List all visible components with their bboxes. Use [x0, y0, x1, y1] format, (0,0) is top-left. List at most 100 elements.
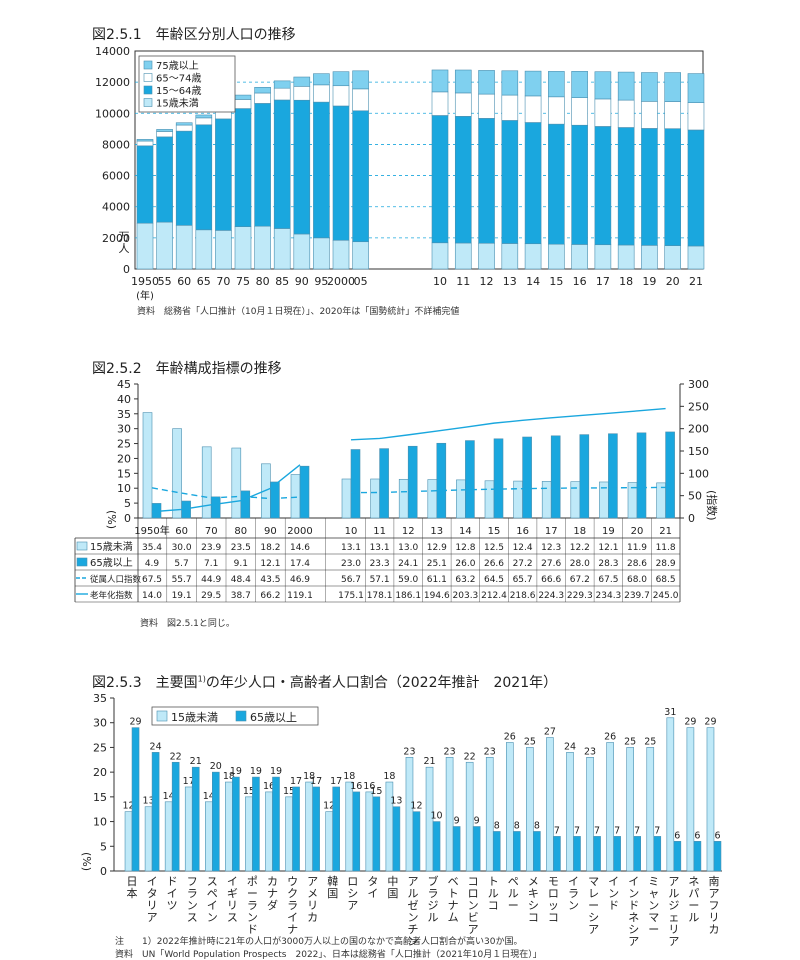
- c3-xtick-label-char: チ: [407, 923, 418, 936]
- c1-bar-3: [664, 72, 682, 102]
- c3-data-label: 13: [143, 796, 155, 807]
- c3-bar-1: [452, 826, 461, 872]
- c2-xtick-label: 90: [264, 526, 277, 537]
- c3-xtick-label-char: ナ: [287, 923, 298, 936]
- c3-xtick-label-char: ス: [227, 911, 238, 924]
- c3-xtick-label-char: シ: [347, 887, 358, 900]
- c3-xtick-label-char: イ: [628, 875, 639, 888]
- c3-xtick-label: ペルー: [508, 875, 519, 912]
- c3-data-label: 8: [494, 820, 500, 831]
- c3-bar-0: [445, 757, 454, 872]
- c1-bar-3: [195, 114, 213, 119]
- c3-data-label: 22: [170, 751, 182, 762]
- c2-ytick-right-label: 300: [688, 378, 709, 391]
- c2-bar-0: [172, 428, 182, 519]
- c3-xtick-label-char: リ: [668, 923, 679, 936]
- c3-legend-swatch: [156, 710, 168, 722]
- c3-xtick-label-char: イ: [367, 887, 378, 900]
- c3-bar-0: [646, 747, 655, 872]
- c2-xtick-label: 80: [234, 526, 247, 537]
- c3-xtick-label: トルコ: [488, 875, 499, 912]
- c3-bar-1: [713, 841, 722, 872]
- c3-bar-0: [325, 811, 334, 872]
- c3-bar-0: [526, 747, 534, 872]
- c3-xtick-label-char: ェ: [668, 911, 679, 924]
- c2-table-cell: 119.1: [287, 591, 313, 601]
- c3-xtick-label-char: ン: [648, 899, 659, 912]
- c3-xtick-label: ロシア: [347, 875, 358, 912]
- c2-table-cell: 239.7: [624, 591, 650, 601]
- c2-line-1: [350, 407, 666, 441]
- c2-table-cell: 28.6: [627, 559, 647, 569]
- c3-xtick-label-char: ペ: [207, 887, 218, 900]
- c3-xtick-label-char: イ: [287, 911, 298, 924]
- c2-table-rowname: 15歳未満: [90, 541, 133, 553]
- c2-xtick-label: 70: [205, 526, 218, 537]
- c1-ytick-label: 0: [123, 263, 130, 276]
- c3-data-label: 21: [190, 756, 202, 767]
- c2-table-rowname: 従属人口指数: [90, 574, 142, 585]
- c3-bar-0: [144, 806, 153, 872]
- c3-xtick-label-char: ー: [648, 923, 659, 936]
- c3-bar-1: [131, 727, 140, 872]
- c2-table-cell: 26.6: [484, 559, 504, 569]
- c3-xtick-label-char: ー: [508, 899, 519, 912]
- c3-bar-1: [332, 786, 341, 872]
- c3-xtick-label-char: ア: [628, 935, 639, 948]
- c2-table-cell: 57.1: [370, 575, 390, 585]
- c2-table-cell: 12.8: [455, 543, 475, 553]
- c3-bar-1: [292, 786, 300, 872]
- c3-xtick-label-char: ド: [608, 899, 619, 912]
- c2-table-cell: 55.7: [172, 575, 192, 585]
- c3-bar-1: [252, 776, 260, 872]
- c1-xtick-label: 19: [642, 275, 656, 288]
- c2-table-cell: 38.7: [231, 591, 251, 601]
- c2-ytick-left-label: 20: [117, 452, 131, 465]
- c3-data-label: 16: [350, 781, 362, 792]
- c2-ylabel-right: (指数): [705, 490, 719, 521]
- c3-ytick-label: 35: [93, 692, 107, 705]
- c3-bar-0: [606, 742, 614, 872]
- c2-ytick-right-label: 200: [688, 423, 709, 436]
- c1-xtick-label: 90: [295, 275, 309, 288]
- c3-bar-1: [212, 771, 220, 872]
- c3-bar-1: [372, 796, 381, 872]
- c3-xtick-label-char: ャ: [648, 887, 659, 900]
- c3-xtick-label-char: コ: [468, 875, 479, 888]
- c1-xtick-label: 05: [354, 275, 368, 288]
- c2-table-cell: 46.9: [290, 575, 310, 585]
- c3-xtick-label-char: コ: [488, 899, 499, 912]
- c3-xtick-label-char: 日: [127, 875, 138, 888]
- c3-xtick-label: タイ: [367, 875, 378, 900]
- c2-table-cell: 28.9: [656, 559, 676, 569]
- c3-bar-0: [225, 781, 233, 872]
- c2-table-cell: 186.1: [395, 591, 421, 601]
- c3-bar-0: [566, 752, 574, 872]
- c1-bar-3: [641, 72, 658, 102]
- c2-table-cell: 27.2: [513, 559, 533, 569]
- c1-bar-3: [175, 122, 193, 126]
- c2-table-cell: 30.0: [172, 543, 192, 553]
- c2-table-cell: 14.0: [142, 591, 162, 601]
- c3-ytick-label: 5: [100, 840, 107, 853]
- c3-data-label: 19: [230, 766, 242, 777]
- c3-xtick-label-char: レ: [588, 887, 599, 900]
- c2-table-rowname: 老年化指数: [90, 590, 133, 601]
- c2-table-cell: 14.6: [290, 543, 310, 553]
- c3-xtick-label-char: ド: [247, 923, 258, 936]
- c3-xtick-label-char: ロ: [468, 887, 479, 900]
- c3-xtick-label: インド: [608, 875, 619, 912]
- c2-table-cell: 9.1: [234, 559, 248, 569]
- c2-table-cell: 24.1: [398, 559, 418, 569]
- c3-xtick-label-char: ジ: [428, 899, 439, 912]
- c3-data-label: 8: [534, 820, 540, 831]
- c3-xtick-label-char: ル: [428, 911, 439, 924]
- c1-bar-3: [156, 129, 173, 132]
- c3-xtick-label-char: ム: [448, 911, 459, 924]
- c1-ylabel: 万人: [119, 230, 130, 255]
- c2-table-cell: 68.5: [656, 575, 676, 585]
